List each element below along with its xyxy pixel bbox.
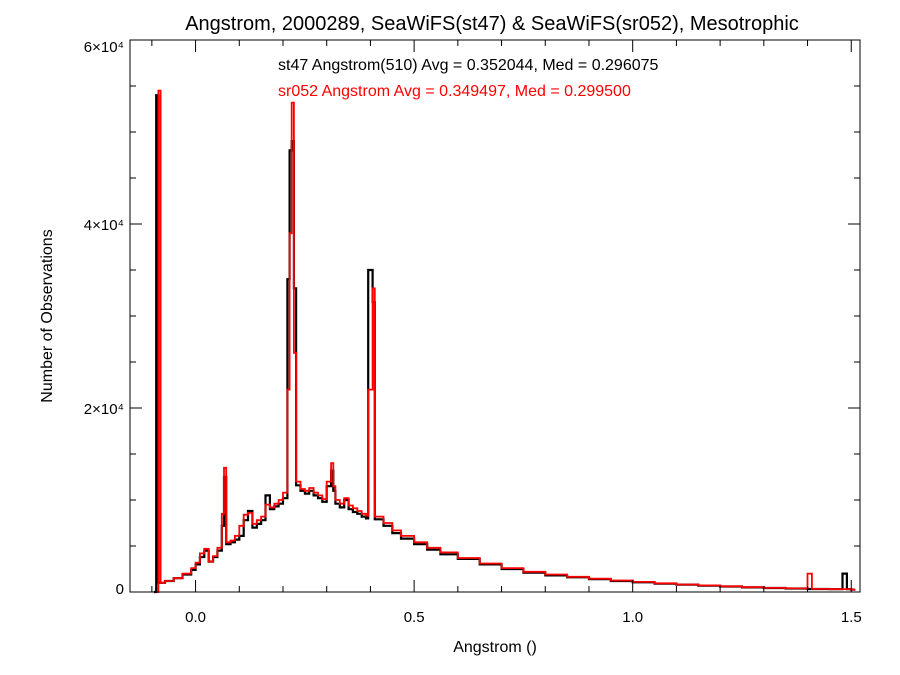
x-tick-label: 0.5 (404, 609, 425, 626)
legend-sr052-stats: sr052 Angstrom Avg = 0.349497, Med = 0.2… (278, 83, 631, 100)
x-tick-label: 0.0 (185, 609, 206, 626)
y-tick-label: 6×10⁴ (84, 39, 124, 56)
y-tick-label: 4×10⁴ (84, 217, 124, 234)
y-tick-label: 0 (116, 581, 124, 598)
series-line-st47 (154, 94, 856, 594)
y-axis-label: Number of Observations (39, 229, 56, 402)
chart-title: Angstrom, 2000289, SeaWiFS(st47) & SeaWi… (185, 13, 799, 35)
x-axis-label: Angstrom () (453, 639, 537, 656)
x-tick-label: 1.0 (622, 609, 643, 626)
plot-frame (129, 39, 861, 593)
series-line-sr052 (156, 89, 856, 593)
legend-st47-stats: st47 Angstrom(510) Avg = 0.352044, Med =… (278, 57, 659, 74)
y-tick-label: 2×10⁴ (84, 401, 124, 418)
x-tick-label: 1.5 (841, 609, 862, 626)
